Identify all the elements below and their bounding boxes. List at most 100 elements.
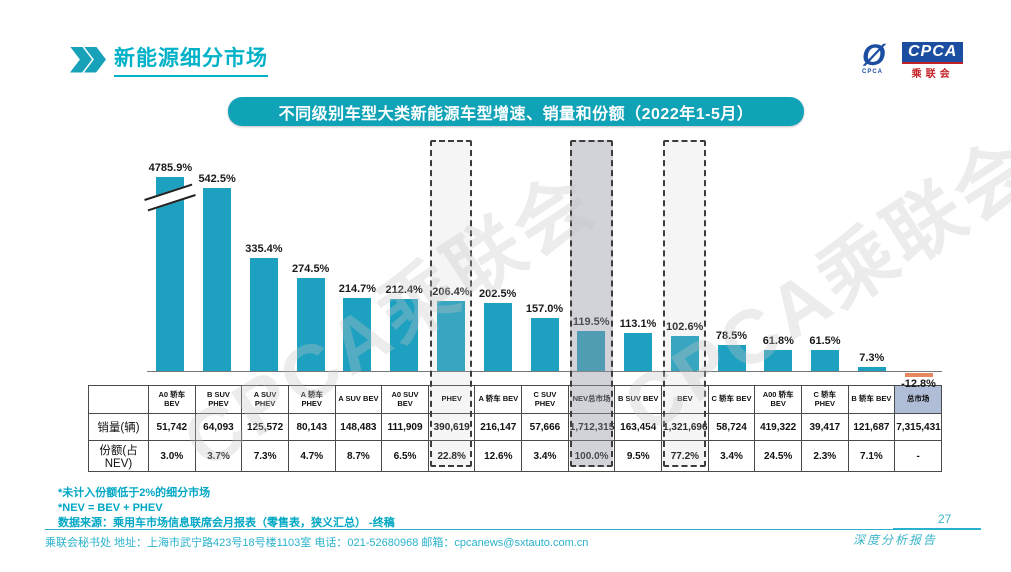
bar-PHEV: [436, 301, 465, 371]
bar-A0 轿车 BEV: [156, 177, 185, 371]
table-col-header: A 轿车 PHEV: [287, 385, 336, 414]
table-cell: 7.3%: [241, 440, 289, 472]
bar-value-label: 4785.9%: [148, 162, 193, 174]
table-cell: 3.4%: [707, 440, 756, 472]
table-cell: 1,321,696: [661, 413, 709, 441]
table-cell: 8.7%: [334, 440, 383, 472]
footnote-line: *未计入份额低于2%的细分市场: [58, 487, 211, 499]
bar-A SUV PHEV: [249, 257, 278, 371]
cpca-logo-emblem-icon: Ø CPCA: [862, 39, 886, 76]
table-cell: 125,572: [241, 413, 289, 441]
footnotes: *未计入份额低于2%的细分市场 *NEV = BEV + PHEV 数据来源：乘…: [58, 486, 395, 531]
table-col-header: B SUV BEV: [614, 385, 663, 414]
table-col-header: C 轿车 BEV: [707, 385, 756, 414]
bar-NEV总市场: [577, 330, 606, 371]
table-cell: 3.0%: [148, 440, 196, 472]
table-cell: 24.5%: [754, 440, 802, 472]
slide-header: 新能源细分市场: [70, 42, 268, 77]
table-cell: 9.5%: [614, 440, 663, 472]
bar-BEV: [670, 336, 699, 371]
table-cell: 12.6%: [474, 440, 523, 472]
table-cell: 148,483: [334, 413, 383, 441]
bar-C 轿车 PHEV: [811, 350, 839, 371]
table-col-header: A0 轿车 BEV: [148, 385, 196, 414]
table-cell: 163,454: [614, 413, 663, 441]
bar-B 轿车 BEV: [857, 367, 886, 371]
table-cell: 4.7%: [287, 440, 336, 472]
table-cell: 51,742: [148, 413, 196, 441]
bar-value-label: 206.4%: [432, 286, 470, 299]
bar-value-label: 542.5%: [198, 172, 236, 185]
table-row-label: 销量(辆): [88, 413, 149, 441]
table-col-header: A SUV BEV: [334, 385, 383, 414]
table-col-header: C 轿车 PHEV: [800, 385, 849, 414]
table-cell: 2.3%: [800, 440, 849, 472]
table-cell: 64,093: [194, 413, 243, 441]
table-cell: 7,315,431: [894, 413, 942, 441]
footer-divider: [45, 529, 893, 530]
double-chevron-icon: [70, 46, 92, 73]
table-cell: 111,909: [381, 413, 429, 441]
cpca-logo-subtext: 乘联会: [911, 69, 954, 80]
table-cell: 39,417: [800, 413, 849, 441]
table-cell: 77.2%: [661, 440, 709, 472]
bar-C SUV PHEV: [530, 317, 559, 371]
bar-A 轿车 BEV: [483, 302, 512, 371]
data-table-wrap: A0 轿车 BEV B SUV PHEV A SUV PHEV A 轿车 PHEV A …: [88, 385, 942, 472]
page-title: 新能源细分市场: [114, 42, 268, 77]
table-row-label: 份额(占NEV): [88, 440, 149, 472]
table-cell: 80,143: [287, 413, 336, 441]
data-table: A0 轿车 BEV B SUV PHEV A SUV PHEV A 轿车 PHEV A …: [88, 385, 942, 472]
bar-总市场: [904, 373, 933, 378]
table-cell: -: [894, 440, 942, 472]
bar-value-label: 202.5%: [479, 287, 517, 300]
page-number: 27: [938, 512, 952, 526]
cpca-logo-text: CPCA: [902, 42, 964, 64]
bar-value-label: 7.3%: [859, 352, 885, 364]
bar-C 轿车 BEV: [717, 344, 746, 371]
bar-value-label: 119.5%: [572, 315, 610, 328]
footnote-line: *NEV = BEV + PHEV: [58, 501, 163, 514]
table-col-header: A 轿车 BEV: [474, 385, 523, 414]
chart-title-banner: 不同级别车型大类新能源车型增速、销量和份额（2022年1-5月）: [228, 97, 804, 126]
table-col-header: PHEV: [427, 385, 476, 414]
bar-value-label: 113.1%: [619, 317, 657, 330]
table-col-header: BEV: [661, 385, 709, 414]
table-cell: 100.0%: [567, 440, 616, 472]
table-col-header: A SUV PHEV: [241, 385, 289, 414]
double-chevron-icon: [84, 46, 106, 73]
table-col-header: B SUV PHEV: [194, 385, 243, 414]
bar-A 轿车 PHEV: [296, 278, 325, 371]
bar-A0 SUV BEV: [390, 299, 419, 371]
page-number-line: [893, 528, 981, 530]
table-cell: 121,687: [847, 413, 896, 441]
bar-A SUV BEV: [343, 298, 372, 371]
table-cell: 419,322: [754, 413, 802, 441]
report-name: 深度分析报告: [853, 533, 938, 547]
bar-value-label: 61.5%: [809, 335, 841, 348]
table-cell: 390,619: [427, 413, 476, 441]
footer-contact: 乘联会秘书处 地址：上海市武宁路423号18号楼1103室 电话：021-526…: [45, 537, 589, 549]
bar-value-label: 157.0%: [525, 302, 564, 315]
bar-B SUV BEV: [624, 332, 652, 371]
table-corner-cell: [88, 385, 149, 414]
table-col-header: A00 轿车 BEV: [754, 385, 802, 414]
bar-B SUV PHEV: [203, 187, 232, 371]
table-col-header: NEV总市场: [567, 385, 616, 414]
table-cell: 57,666: [521, 413, 569, 441]
bar-value-label: 212.4%: [385, 284, 423, 297]
bar-value-label: 78.5%: [715, 329, 748, 342]
table-col-header: C SUV PHEV: [521, 385, 569, 414]
bar-value-label: -12.8%: [901, 378, 936, 391]
table-cell: 1,712,315: [567, 413, 616, 441]
table-cell: 7.1%: [847, 440, 896, 472]
table-cell: 22.8%: [427, 440, 476, 472]
bar-value-label: 274.5%: [292, 263, 330, 276]
table-cell: 6.5%: [381, 440, 429, 472]
footnote-line: 数据来源：乘用车市场信息联席会月报表（零售表，狭义汇总） -终稿: [58, 516, 395, 529]
bar-value-label: 335.4%: [245, 242, 283, 255]
table-cell: 216,147: [474, 413, 523, 441]
x-axis-line: [147, 371, 942, 372]
bar-value-label: 102.6%: [666, 321, 704, 334]
table-cell: 3.7%: [194, 440, 243, 472]
